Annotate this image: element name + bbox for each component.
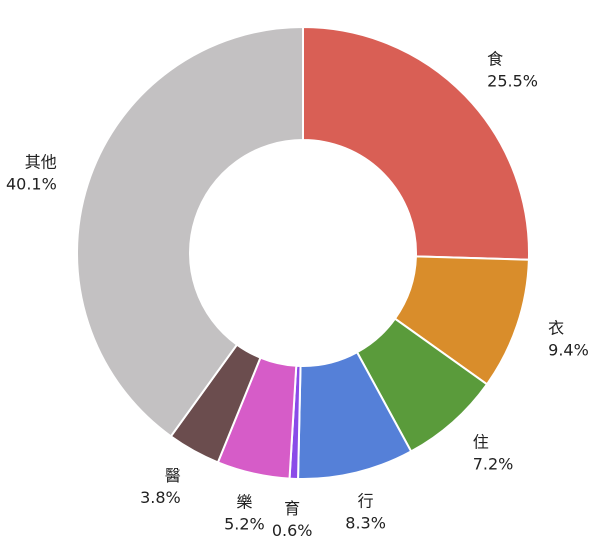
slice-label-value: 40.1% [6,175,57,194]
slice-label-category: 育 [284,499,300,518]
slice-label-category: 行 [358,491,374,510]
labels-group: 食 25.5% 衣 9.4% 住 7.2% 行 8.3% 育 0.6% 樂 5.2% 醫 3.8% 其他 40… [6,49,589,539]
slice-label-value: 0.6% [272,521,313,540]
slice-1 [302,25,530,261]
slice-label-category: 其他 [25,153,57,172]
slices-group [76,25,530,480]
slice-label-category: 衣 [548,319,564,338]
slice-label-value: 7.2% [473,454,514,473]
slice-label-category: 食 [487,49,503,68]
slice-label-value: 9.4% [548,341,589,360]
slice-label-value: 8.3% [345,513,386,532]
slice-label-category: 醫 [165,466,181,485]
slice-label-category: 住 [473,432,489,451]
slice-label-value: 25.5% [487,71,538,90]
slice-8 [76,25,304,438]
slice-label-value: 3.8% [140,488,181,507]
slice-label-category: 樂 [236,492,252,511]
slice-label-value: 5.2% [224,514,265,533]
